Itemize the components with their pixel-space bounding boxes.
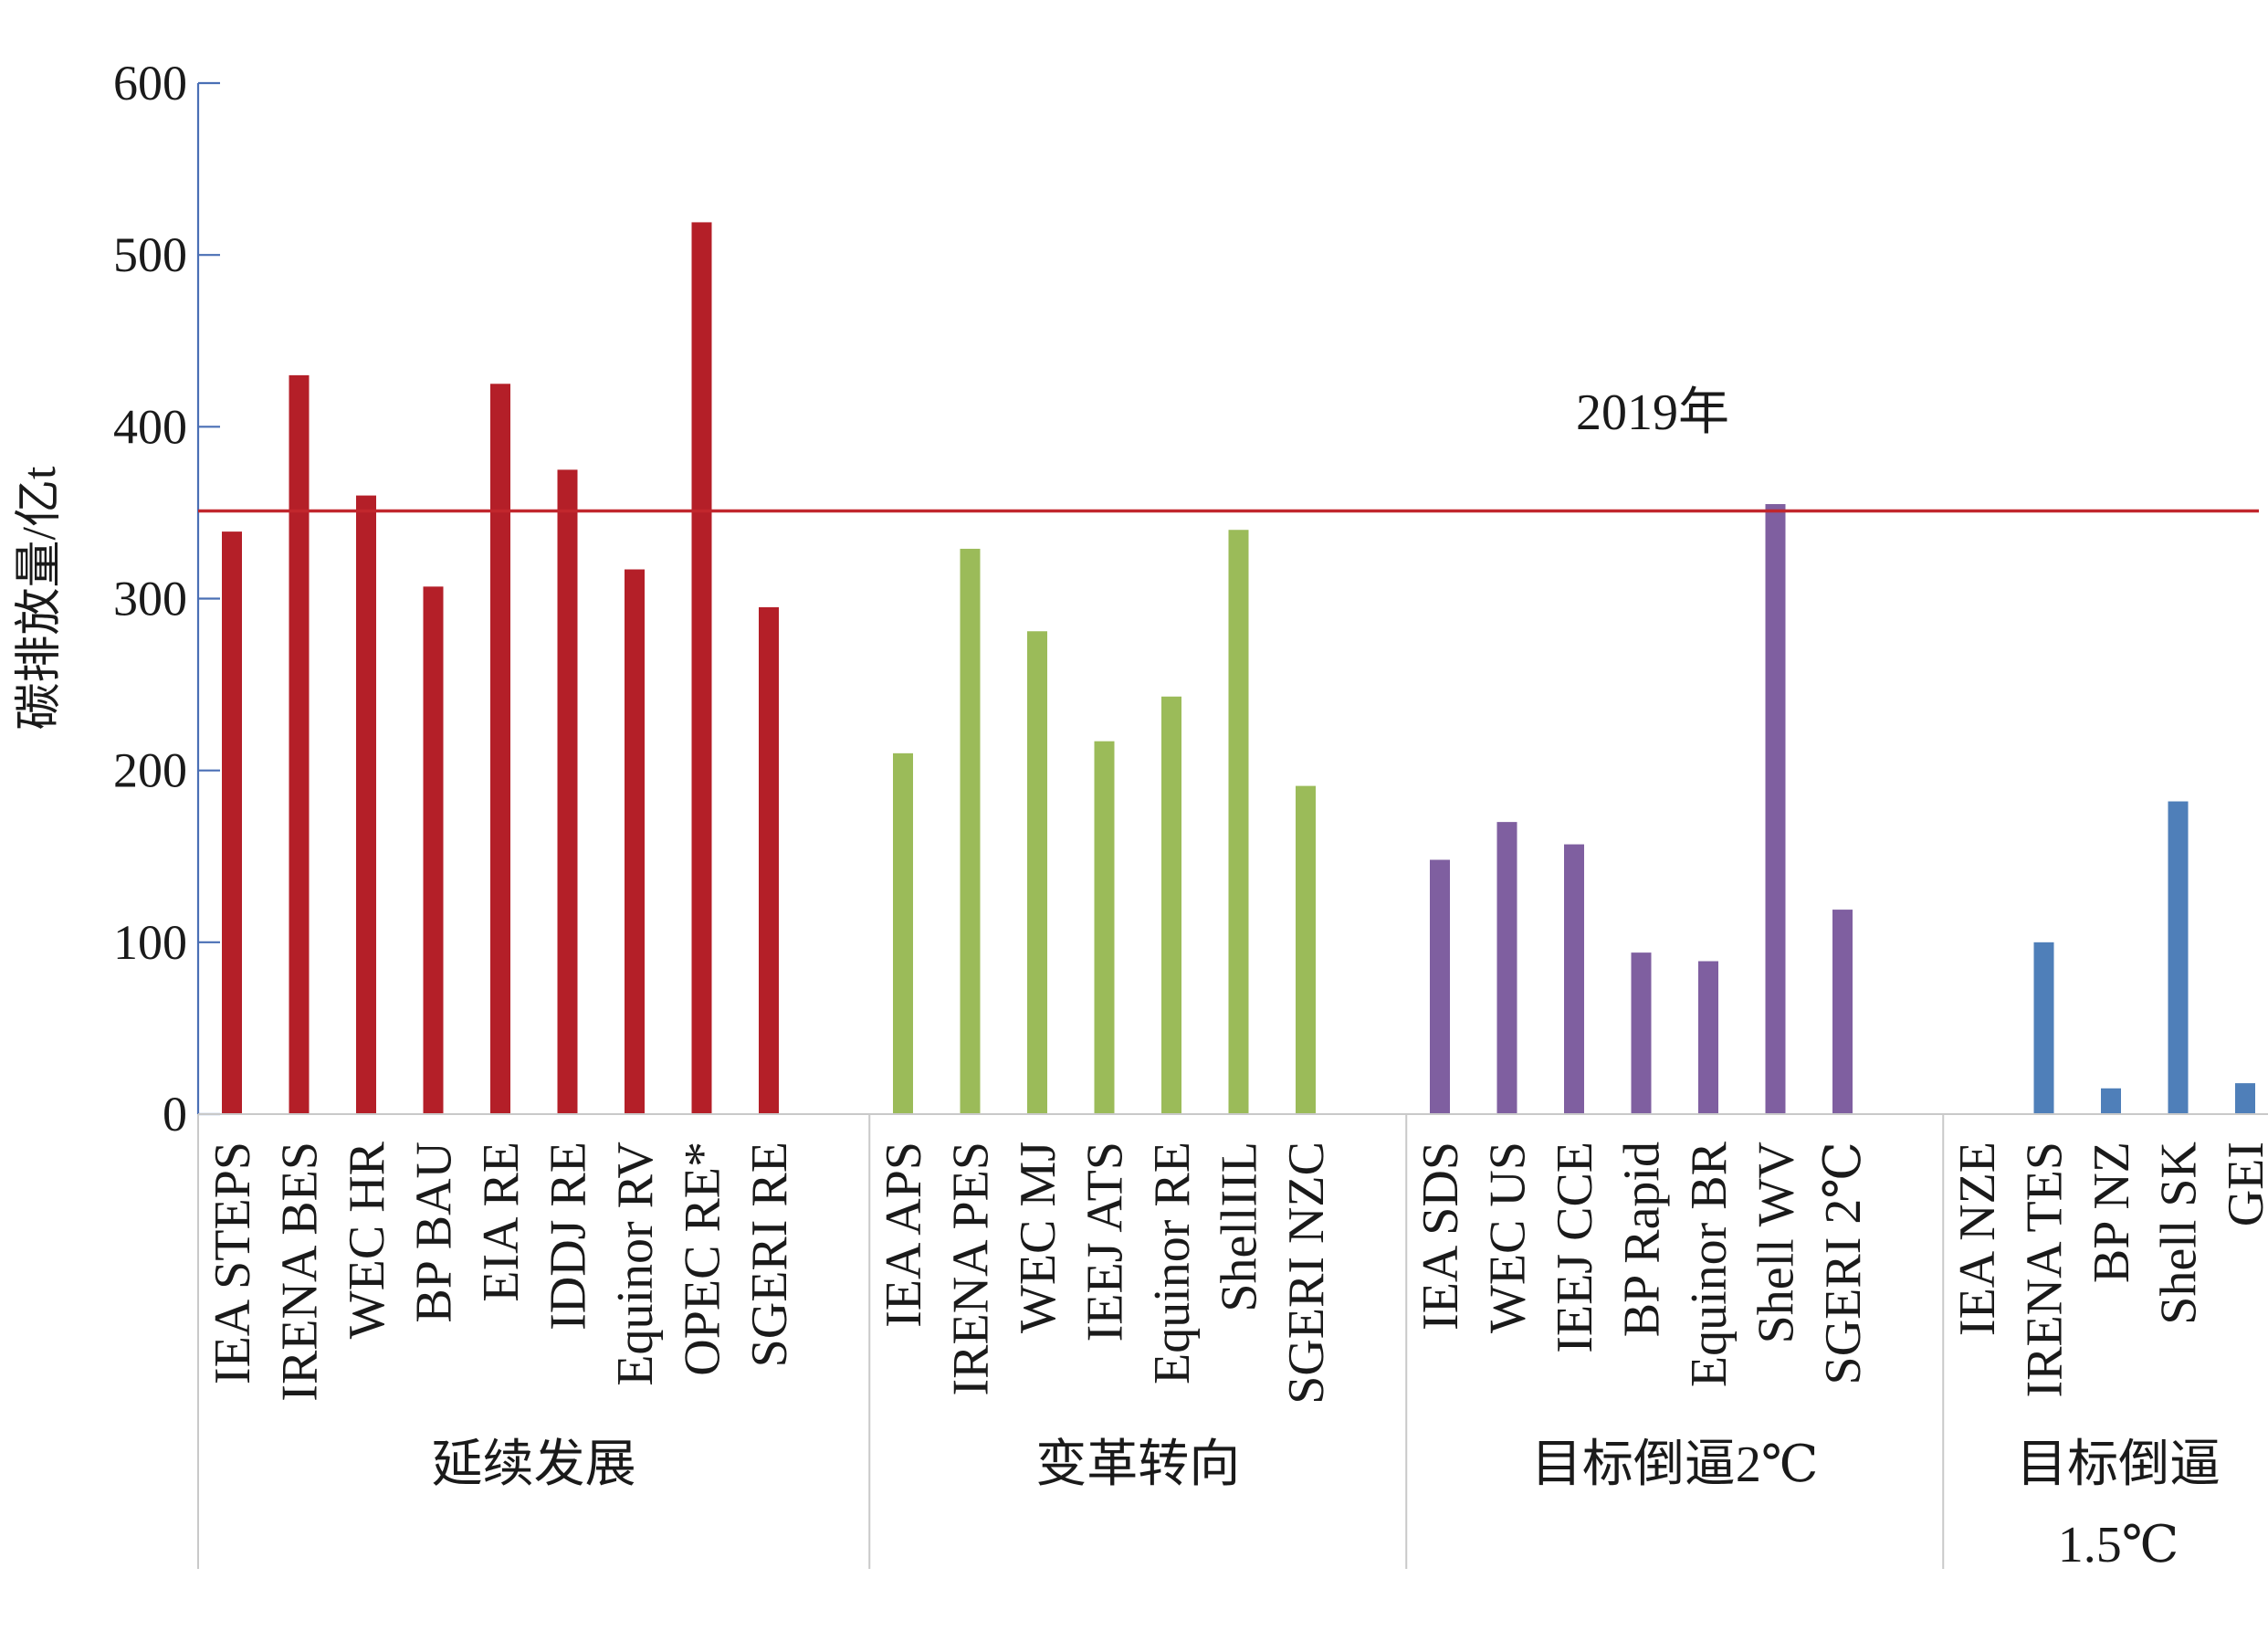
x-tick-label: IEA APS [876, 1142, 932, 1328]
x-tick-label: BP BAU [406, 1142, 463, 1323]
bar [2101, 1088, 2121, 1114]
x-tick-label: Shell WV [1748, 1142, 1805, 1343]
bar [759, 606, 779, 1114]
x-tick-label: Shell SK [2151, 1142, 2208, 1325]
x-tick-label: BP Rapid [1614, 1142, 1671, 1337]
x-tick-label: Equinor RV [607, 1142, 664, 1386]
x-tick-label: IEA STEPS [205, 1142, 261, 1384]
y-tick-label: 200 [113, 743, 187, 798]
x-tick-label: SGERI 2℃ [1815, 1142, 1872, 1384]
x-tick-label: EIA RE [473, 1142, 530, 1302]
bar [1765, 504, 1786, 1114]
y-tick-label: 400 [113, 399, 187, 454]
bar [1698, 961, 1718, 1114]
x-tick-label: BP NZ [2084, 1142, 2140, 1283]
y-tick-label: 500 [113, 227, 187, 282]
bar [893, 752, 913, 1114]
bar [490, 384, 510, 1115]
bar [423, 586, 444, 1114]
x-tick-label: OPEC RE* [675, 1142, 731, 1376]
y-tick-label: 300 [113, 572, 187, 626]
bar [1631, 952, 1652, 1114]
x-tick-label: IEEJ CCE [1547, 1142, 1603, 1353]
bar [356, 495, 376, 1114]
reference-line-group: 2019年 [198, 384, 2259, 513]
group-label-line: 目标倒逼 [2016, 1436, 2221, 1493]
bar [625, 569, 645, 1114]
reference-line-label: 2019年 [1576, 384, 1729, 441]
bars [222, 222, 2255, 1115]
bar [1296, 785, 1316, 1114]
bar [289, 374, 310, 1115]
bar [1430, 859, 1450, 1114]
x-tick-label: Equinor RE [1144, 1142, 1201, 1384]
x-axis: IEA STEPS IRENA BES WEC HR BP BAU EIA RE IDDJ… [197, 1113, 2268, 1573]
y-tick-label: 600 [113, 56, 187, 110]
x-tick-label: IDDJ RE [541, 1142, 597, 1331]
group-label: 变革转向 [1035, 1436, 1240, 1493]
bar [2033, 942, 2054, 1114]
x-tick-label: ShellIIL [1212, 1142, 1268, 1312]
bar [2168, 801, 2189, 1114]
bar [1832, 910, 1853, 1114]
x-tick-label: IEEJ ATS [1077, 1142, 1134, 1342]
bar [960, 548, 981, 1114]
y-tick-label: 0 [163, 1087, 187, 1142]
x-tick-label: IEA SDS [1412, 1142, 1469, 1331]
bar [222, 531, 242, 1114]
bar [2235, 1083, 2255, 1114]
y-tick-label: 100 [113, 915, 187, 970]
group-label-line: 1.5℃ [2058, 1517, 2179, 1573]
bar [1161, 696, 1181, 1114]
bar [1094, 741, 1115, 1114]
x-tick-label: WEC US [1480, 1142, 1537, 1333]
x-tick-label: IRENA TES [2017, 1142, 2074, 1398]
bar [1496, 822, 1517, 1114]
group-label: 目标倒逼 1.5℃ [2016, 1436, 2221, 1573]
bar [1564, 844, 1584, 1114]
x-tick-label: IRENA BES [272, 1142, 329, 1402]
bar [1228, 530, 1249, 1114]
x-tick-label: Equinor BR [1681, 1141, 1738, 1387]
bar [557, 469, 578, 1114]
group-label: 延续发展 [432, 1436, 636, 1493]
y-axis-title: 碳排放量/亿t [14, 466, 66, 730]
bar [691, 222, 712, 1115]
x-tick-label: GEI [2218, 1142, 2268, 1226]
x-tick-label: WEC HR [339, 1141, 395, 1339]
x-tick-label: IRENA PES [943, 1142, 1000, 1396]
bar [1027, 631, 1047, 1114]
y-axis: 0 100 200 300 400 500 600 碳排放量/亿t [14, 56, 220, 1142]
x-tick-label: SGERI RE [741, 1142, 798, 1367]
x-tick-label: IEA NZE [1949, 1142, 2006, 1336]
x-tick-label: SGERI NZC [1278, 1142, 1335, 1405]
x-tick-label: WEC MJ [1010, 1142, 1066, 1333]
group-label: 目标倒逼2℃ [1531, 1436, 1819, 1493]
